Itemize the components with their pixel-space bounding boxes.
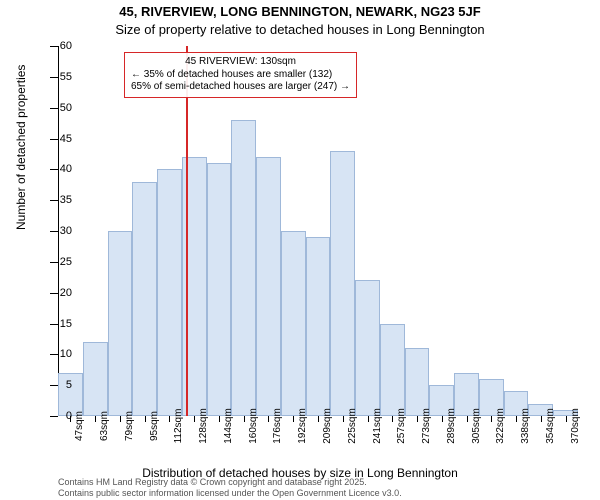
y-tick-label: 25: [60, 256, 72, 268]
x-tick-label: 144sqm: [223, 408, 234, 444]
y-tick-label: 30: [60, 225, 72, 237]
y-tick-label: 35: [60, 194, 72, 206]
annotation-line2: ← 35% of detached houses are smaller (13…: [131, 69, 350, 82]
x-tick-label: 225sqm: [347, 408, 358, 444]
histogram-bar: [83, 342, 108, 416]
histogram-bar: [256, 157, 281, 416]
footer-line1: Contains HM Land Registry data © Crown c…: [58, 477, 402, 487]
x-tick-label: 273sqm: [421, 408, 432, 444]
y-tick: [50, 139, 58, 140]
y-tick: [50, 324, 58, 325]
footer-line2: Contains public sector information licen…: [58, 488, 402, 498]
x-tick: [244, 416, 245, 422]
x-tick-label: 128sqm: [198, 408, 209, 444]
x-tick-label: 176sqm: [272, 408, 283, 444]
histogram-bar: [207, 163, 232, 416]
y-tick-label: 10: [60, 348, 72, 360]
y-axis-label: Number of detached properties: [14, 65, 28, 230]
x-tick-label: 338sqm: [520, 408, 531, 444]
y-tick-label: 40: [60, 163, 72, 175]
x-tick: [318, 416, 319, 422]
histogram-bar: [132, 182, 157, 416]
y-tick-label: 5: [66, 379, 72, 391]
y-tick: [50, 385, 58, 386]
x-tick-label: 192sqm: [297, 408, 308, 444]
x-tick: [392, 416, 393, 422]
histogram-bar: [355, 280, 380, 416]
x-tick-label: 209sqm: [322, 408, 333, 444]
y-tick-label: 60: [60, 40, 72, 52]
footer-attribution: Contains HM Land Registry data © Crown c…: [58, 477, 402, 498]
x-tick: [491, 416, 492, 422]
x-tick-label: 95sqm: [149, 411, 160, 441]
y-tick-label: 20: [60, 287, 72, 299]
x-tick: [516, 416, 517, 422]
y-tick: [50, 108, 58, 109]
x-tick-label: 63sqm: [99, 411, 110, 441]
x-tick: [169, 416, 170, 422]
y-tick: [50, 231, 58, 232]
x-tick: [194, 416, 195, 422]
x-tick: [293, 416, 294, 422]
x-tick: [120, 416, 121, 422]
annotation-line3: 65% of semi-detached houses are larger (…: [131, 81, 350, 94]
y-tick-label: 15: [60, 318, 72, 330]
x-tick-label: 79sqm: [124, 411, 135, 441]
y-tick: [50, 169, 58, 170]
y-tick: [50, 354, 58, 355]
x-tick: [541, 416, 542, 422]
y-tick-label: 55: [60, 71, 72, 83]
x-tick: [467, 416, 468, 422]
x-tick-label: 241sqm: [372, 408, 383, 444]
x-tick: [442, 416, 443, 422]
annotation-box: 45 RIVERVIEW: 130sqm← 35% of detached ho…: [124, 52, 357, 98]
x-tick-label: 47sqm: [74, 411, 85, 441]
y-tick-label: 50: [60, 102, 72, 114]
y-tick: [50, 46, 58, 47]
reference-line: [186, 46, 188, 416]
y-tick-label: 45: [60, 133, 72, 145]
histogram-bar: [306, 237, 331, 416]
x-tick: [343, 416, 344, 422]
x-tick-label: 289sqm: [446, 408, 457, 444]
x-tick-label: 257sqm: [396, 408, 407, 444]
y-tick: [50, 200, 58, 201]
histogram-bar: [231, 120, 256, 416]
y-tick: [50, 416, 58, 417]
x-tick: [417, 416, 418, 422]
plot-area: 45 RIVERVIEW: 130sqm← 35% of detached ho…: [58, 46, 578, 416]
x-tick: [95, 416, 96, 422]
x-tick: [368, 416, 369, 422]
x-tick: [566, 416, 567, 422]
histogram-bar: [108, 231, 133, 416]
y-tick: [50, 293, 58, 294]
histogram-bar: [330, 151, 355, 416]
chart-subtitle: Size of property relative to detached ho…: [0, 22, 600, 37]
x-tick: [145, 416, 146, 422]
y-tick: [50, 262, 58, 263]
x-tick-label: 160sqm: [248, 408, 259, 444]
x-tick-label: 370sqm: [570, 408, 581, 444]
chart-container: 45, RIVERVIEW, LONG BENNINGTON, NEWARK, …: [0, 0, 600, 500]
annotation-line1: 45 RIVERVIEW: 130sqm: [131, 56, 350, 69]
histogram-bar: [380, 324, 405, 417]
x-tick-label: 112sqm: [173, 409, 184, 444]
x-tick-label: 354sqm: [545, 408, 556, 444]
y-tick-label: 0: [66, 410, 72, 422]
x-tick: [219, 416, 220, 422]
x-tick-label: 305sqm: [471, 408, 482, 444]
chart-title-address: 45, RIVERVIEW, LONG BENNINGTON, NEWARK, …: [0, 4, 600, 19]
histogram-bar: [157, 169, 182, 416]
y-tick: [50, 77, 58, 78]
x-tick-label: 322sqm: [495, 408, 506, 444]
histogram-bar: [281, 231, 306, 416]
x-tick: [268, 416, 269, 422]
histogram-bar: [405, 348, 430, 416]
